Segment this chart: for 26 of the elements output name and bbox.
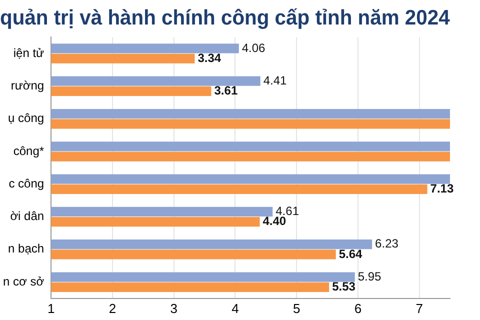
x-tick-label: 5: [292, 300, 300, 316]
y-tick-label: công*: [13, 144, 44, 158]
y-tick-label: n cơ sở: [2, 274, 44, 288]
y-tick-label: ời dân: [10, 209, 44, 224]
y-tick-label: n bạch: [8, 242, 44, 256]
y-tick-label: rường: [10, 78, 44, 92]
data-label: 4.40: [262, 214, 286, 228]
data-label: 4.41: [263, 73, 288, 88]
data-label: 5.95: [358, 269, 382, 284]
data-label: 5.64: [338, 246, 363, 261]
data-label: 3.61: [214, 84, 238, 98]
data-label: 4.06: [242, 40, 266, 55]
x-tick-label: 2: [108, 300, 116, 316]
x-tick-label: 6: [354, 300, 362, 316]
x-tick-label: 7: [416, 300, 423, 316]
chart-title: quản trị và hành chính công cấp tỉnh năm 2024: [0, 6, 450, 30]
y-tick-label: ụ công: [8, 111, 44, 126]
data-label: 5.53: [332, 279, 356, 294]
x-tick-label: 4: [232, 300, 239, 316]
y-tick-label: iện tử: [13, 46, 44, 60]
data-label: 3.34: [198, 50, 222, 65]
data-label: 7.13: [430, 182, 454, 196]
x-tick-label: 3: [170, 300, 178, 316]
y-tick-label: c công: [8, 176, 44, 190]
x-tick-label: 1: [47, 300, 55, 316]
data-label: 6.23: [375, 236, 399, 251]
